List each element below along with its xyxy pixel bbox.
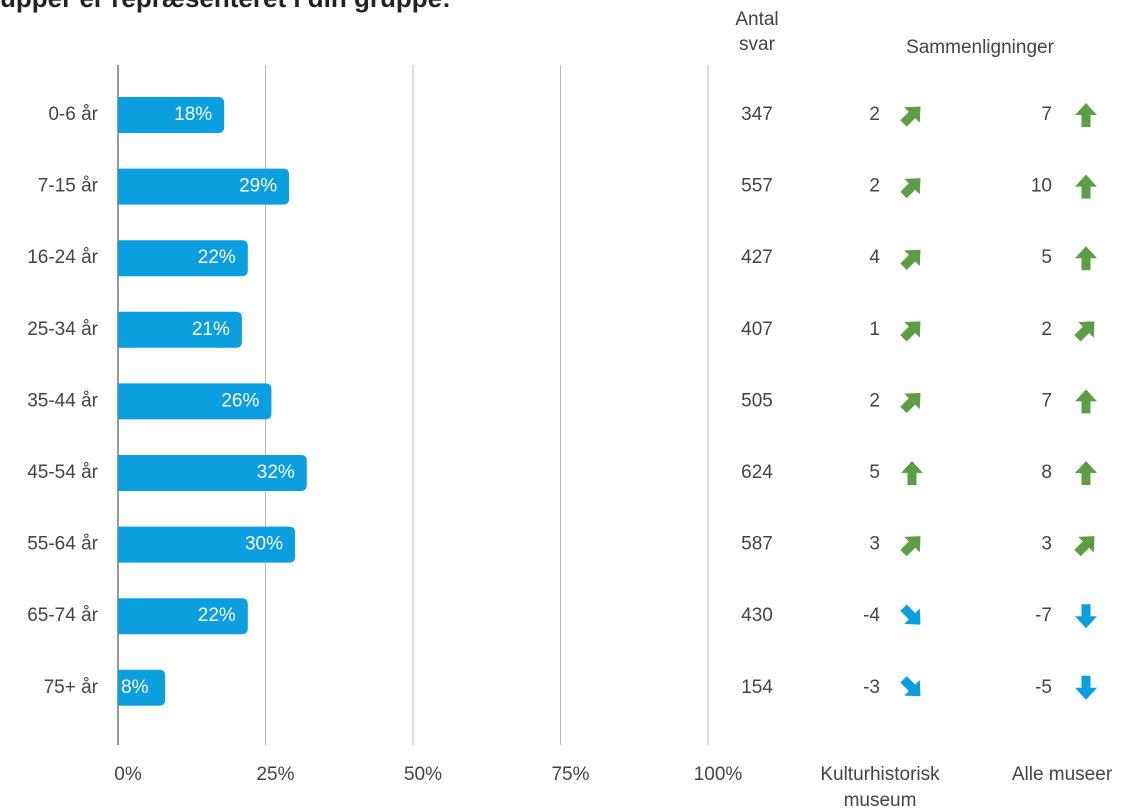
bar-label: 22% [198,247,236,268]
chart-title: upper er repræsenteret i din gruppe: [0,0,451,13]
count-header: Antal [735,9,778,30]
comparison-name: Alle museer [1012,764,1113,785]
y-tick-label: 55-64 år [27,534,98,555]
comparison-value: 2 [869,176,880,197]
comparison-header: Sammenligninger [906,37,1055,58]
y-tick-label: 16-24 år [27,247,98,268]
comparison-name: museum [844,790,917,811]
trend-arrow [900,321,921,342]
bar [118,168,290,205]
trend-arrow [900,178,921,199]
comparison-value: 10 [1031,176,1052,197]
bar [118,97,225,133]
x-tick-label: 100% [694,764,743,785]
trend-arrow [901,461,923,485]
trend-arrow [1075,246,1097,271]
trend-arrow [900,536,921,557]
x-tick-label: 25% [256,764,294,785]
bar [118,526,295,563]
bar-label: 30% [245,534,283,555]
comparison-value: 1 [869,319,880,340]
bar [118,598,248,635]
y-tick-label: 75+ år [44,677,99,698]
trend-arrow [900,392,921,414]
comparison-value: 3 [1041,534,1052,555]
comparison-value: -5 [1035,677,1052,698]
trend-arrow [1075,174,1097,199]
comparison-value: 5 [1041,247,1052,268]
comparison-value: 2 [869,104,880,125]
bar [118,669,166,706]
y-tick-label: 45-54 år [27,462,98,483]
trend-arrow [1074,321,1095,342]
count: 347 [741,104,773,125]
comparison-value: 8 [1041,462,1052,483]
trend-arrow [1075,604,1097,629]
count: 587 [741,534,773,555]
count-header: svar [739,34,776,55]
trend-arrow [1074,536,1095,557]
comparison-value: 2 [1041,319,1052,340]
trend-arrow [900,604,921,625]
x-tick-label: 0% [114,764,142,785]
count: 407 [741,319,773,340]
count: 624 [741,462,773,483]
comparison-value: -3 [863,677,880,698]
y-tick-label: 25-34 år [27,319,98,340]
bar-label: 29% [239,176,277,197]
count: 557 [741,176,773,197]
bar-label: 18% [174,104,212,125]
comparison-value: 7 [1041,390,1052,411]
trend-arrow [900,676,921,697]
trend-arrow [900,106,921,127]
trend-arrow [1075,461,1097,485]
y-tick-label: 7-15 år [38,176,99,197]
bar [118,311,242,348]
bar [118,383,272,420]
comparison-value: 5 [869,462,880,483]
comparison-value: 2 [869,390,880,411]
comparison-value: -7 [1035,605,1052,626]
count: 427 [741,247,773,268]
trend-arrow [1075,675,1097,700]
comparison-value: -4 [863,605,880,626]
bar-label: 32% [257,462,295,483]
bar [118,240,248,277]
comparison-value: 4 [869,247,880,268]
bar [118,455,307,491]
trend-arrow [1075,389,1097,414]
bar-label: 22% [198,605,236,626]
x-tick-label: 75% [551,764,589,785]
y-tick-label: 0-6 år [48,104,98,125]
y-tick-label: 35-44 år [27,390,98,411]
comparison-value: 7 [1041,104,1052,125]
count: 505 [741,390,773,411]
comparison-value: 3 [869,534,880,555]
bar-label: 8% [121,677,149,698]
x-tick-label: 50% [404,764,442,785]
trend-arrow [1075,103,1097,127]
y-tick-label: 65-74 år [27,605,98,626]
bar-label: 21% [192,319,230,340]
comparison-name: Kulturhistorisk [820,764,940,785]
trend-arrow [900,249,921,270]
count: 430 [741,605,773,626]
bar-label: 26% [221,390,259,411]
count: 154 [741,677,773,698]
